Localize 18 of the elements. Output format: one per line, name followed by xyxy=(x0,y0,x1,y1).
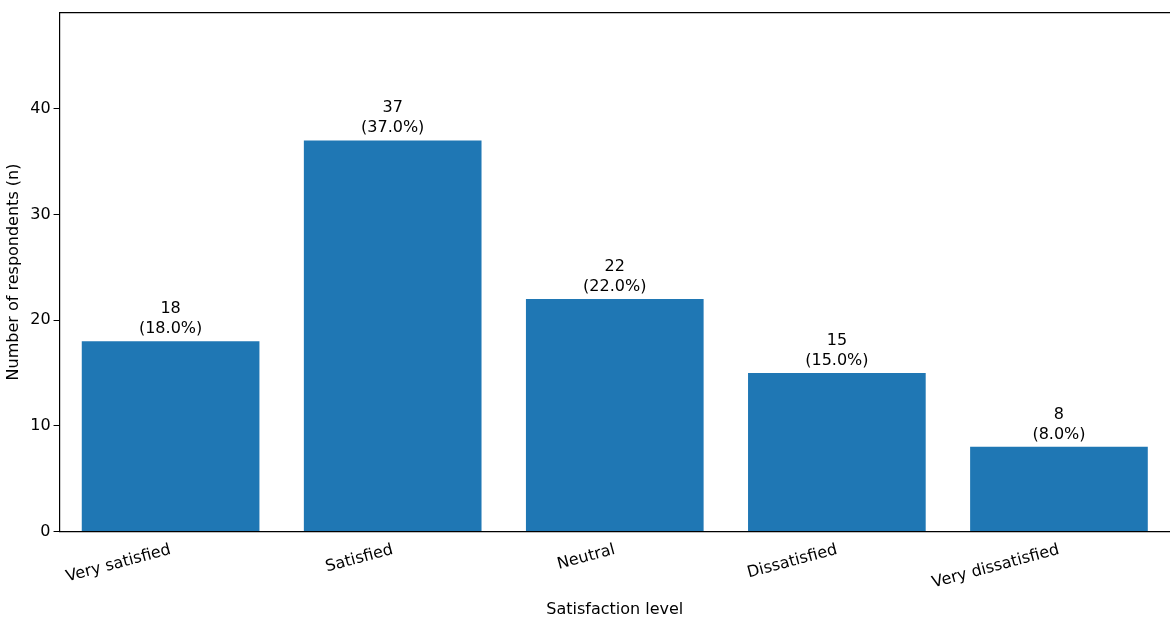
y-axis-title: Number of respondents (n) xyxy=(2,163,22,381)
data-label: 22 (22.0%) xyxy=(583,255,647,295)
data-label: 15 (15.0%) xyxy=(805,329,869,369)
bar xyxy=(970,446,1148,531)
x-axis-title: Satisfaction level xyxy=(546,598,684,618)
bar xyxy=(303,140,482,531)
y-tick-label: 30 xyxy=(30,203,51,223)
y-tick-label: 10 xyxy=(30,414,51,434)
data-label: 18 (18.0%) xyxy=(138,298,203,338)
bar xyxy=(748,372,926,531)
data-label: 37 (37.0%) xyxy=(361,97,425,137)
bar xyxy=(525,298,704,531)
y-tick-label: 40 xyxy=(30,97,51,117)
y-tick-label: 20 xyxy=(30,309,51,329)
x-tick-label: Neutral xyxy=(554,539,617,573)
bar xyxy=(81,341,260,531)
data-label: 8 (8.0%) xyxy=(1032,403,1086,443)
y-tick-label: 0 xyxy=(40,520,51,540)
